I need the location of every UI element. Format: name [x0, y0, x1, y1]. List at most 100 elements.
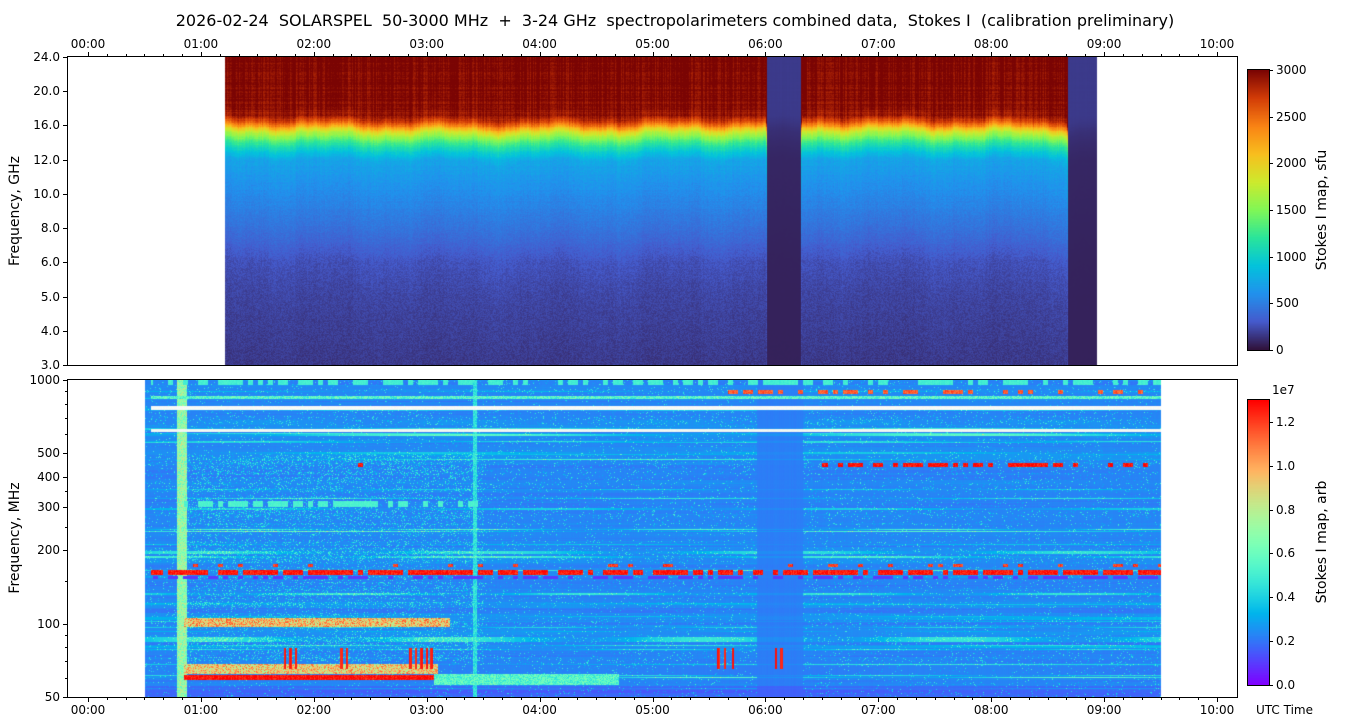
x-minor-tick-mark — [859, 54, 861, 56]
x-minor-tick-mark — [501, 698, 503, 700]
x-tick-mark — [313, 52, 315, 56]
colorbar-tick-mark — [1270, 70, 1273, 71]
x-minor-tick-mark — [577, 54, 579, 56]
colorbar-tick-label: 1.0 — [1276, 458, 1296, 473]
x-tick-label: 05:00 — [635, 37, 670, 51]
y-tick-mark — [63, 330, 67, 332]
y-minor-tick-mark — [65, 434, 67, 436]
x-minor-tick-mark — [520, 698, 522, 700]
x-minor-tick-mark — [257, 54, 259, 56]
y-tick-label: 400 — [37, 469, 60, 484]
x-minor-tick-mark — [972, 698, 974, 700]
x-tick-label: 02:00 — [296, 37, 332, 51]
colorbar-tick-label: 1.2 — [1276, 414, 1296, 429]
x-minor-tick-mark — [1028, 698, 1030, 700]
y-tick-mark — [63, 380, 67, 381]
y-tick-label: 1000 — [29, 373, 60, 387]
sfu-colorbar-title: Stokes I map, sfu — [1314, 149, 1330, 271]
utc-time-axis-label: UTC Time — [1256, 703, 1313, 717]
colorbar-tick-mark — [1270, 465, 1273, 467]
x-tick-label: 03:00 — [409, 703, 444, 717]
y-tick-label: 10.0 — [33, 186, 60, 201]
x-minor-tick-mark — [407, 698, 409, 700]
y-tick-label: 100 — [37, 616, 60, 631]
x-minor-tick-mark — [238, 698, 240, 700]
figure-title: 2026-02-24 SOLARSPEL 50-3000 MHz + 3-24 … — [175, 11, 1175, 30]
y-minor-tick-mark — [65, 634, 67, 636]
y-minor-tick-mark — [65, 403, 67, 405]
x-minor-tick-mark — [1066, 54, 1068, 56]
x-minor-tick-mark — [106, 54, 108, 56]
x-minor-tick-mark — [182, 698, 184, 700]
x-minor-tick-mark — [294, 54, 296, 56]
x-minor-tick-mark — [125, 698, 127, 700]
y-tick-label: 5.0 — [40, 289, 60, 304]
x-minor-tick-mark — [840, 698, 842, 700]
x-minor-tick-mark — [1179, 698, 1181, 700]
y-tick-mark — [63, 125, 67, 127]
x-tick-label: 08:00 — [973, 703, 1009, 717]
x-minor-tick-mark — [182, 54, 184, 56]
y-minor-tick-mark — [65, 491, 67, 493]
x-minor-tick-mark — [1066, 698, 1068, 700]
x-minor-tick-mark — [370, 698, 372, 700]
x-tick-mark — [200, 698, 202, 702]
colorbar-tick-mark — [1270, 116, 1273, 118]
x-tick-mark — [1217, 52, 1218, 56]
x-tick-mark — [313, 698, 315, 702]
x-minor-tick-mark — [821, 54, 823, 56]
x-tick-mark — [539, 698, 541, 702]
x-tick-label: 06:00 — [748, 37, 783, 51]
arb-colorbar-title: Stokes I map, arb — [1314, 480, 1330, 604]
x-tick-label: 05:00 — [635, 703, 670, 717]
x-minor-tick-mark — [1141, 54, 1143, 56]
x-minor-tick-mark — [445, 698, 447, 700]
colorbar-tick-label: 500 — [1276, 296, 1299, 311]
y-minor-tick-mark — [65, 661, 67, 663]
x-minor-tick-mark — [708, 698, 710, 700]
x-minor-tick-mark — [276, 54, 278, 56]
x-minor-tick-mark — [1010, 698, 1012, 700]
ghz-spectrogram-heatmap — [68, 57, 1237, 365]
x-minor-tick-mark — [389, 698, 391, 700]
x-minor-tick-mark — [558, 698, 560, 700]
colorbar-scale-exponent: 1e7 — [1272, 383, 1295, 397]
y-tick-label: 16.0 — [33, 118, 60, 133]
y-tick-mark — [63, 365, 67, 366]
y-tick-mark — [63, 697, 67, 698]
x-tick-label: 06:00 — [748, 703, 783, 717]
y-tick-label: 8.0 — [40, 221, 60, 236]
x-tick-label: 00:00 — [70, 703, 106, 717]
x-minor-tick-mark — [915, 54, 917, 56]
x-minor-tick-mark — [1198, 54, 1200, 56]
x-minor-tick-mark — [897, 54, 899, 56]
x-tick-mark — [88, 52, 89, 56]
y-tick-mark — [63, 453, 67, 455]
x-minor-tick-mark — [821, 698, 823, 700]
x-tick-mark — [765, 52, 767, 56]
y-minor-tick-mark — [65, 417, 67, 419]
x-tick-label: 09:00 — [1086, 703, 1122, 717]
y-tick-label: 3.0 — [40, 358, 60, 372]
y-tick-mark — [63, 476, 67, 478]
y-tick-mark — [63, 193, 67, 195]
x-minor-tick-mark — [953, 698, 955, 700]
y-tick-label: 12.0 — [33, 152, 60, 167]
x-minor-tick-mark — [1028, 54, 1030, 56]
x-minor-tick-mark — [596, 54, 598, 56]
ghz-axis-title: Frequency, GHz — [7, 156, 23, 266]
x-tick-label: 01:00 — [183, 37, 219, 51]
x-tick-label: 01:00 — [183, 703, 219, 717]
x-tick-label: 07:00 — [861, 703, 896, 717]
x-minor-tick-mark — [859, 698, 861, 700]
x-minor-tick-mark — [1010, 54, 1012, 56]
x-minor-tick-mark — [558, 54, 560, 56]
y-tick-label: 20.0 — [33, 84, 60, 99]
colorbar-tick-label: 0.6 — [1276, 546, 1296, 561]
x-minor-tick-mark — [897, 698, 899, 700]
y-tick-label: 4.0 — [40, 323, 60, 338]
x-minor-tick-mark — [1179, 54, 1181, 56]
x-minor-tick-mark — [238, 54, 240, 56]
colorbar-tick-label: 0 — [1276, 343, 1284, 357]
x-minor-tick-mark — [708, 54, 710, 56]
